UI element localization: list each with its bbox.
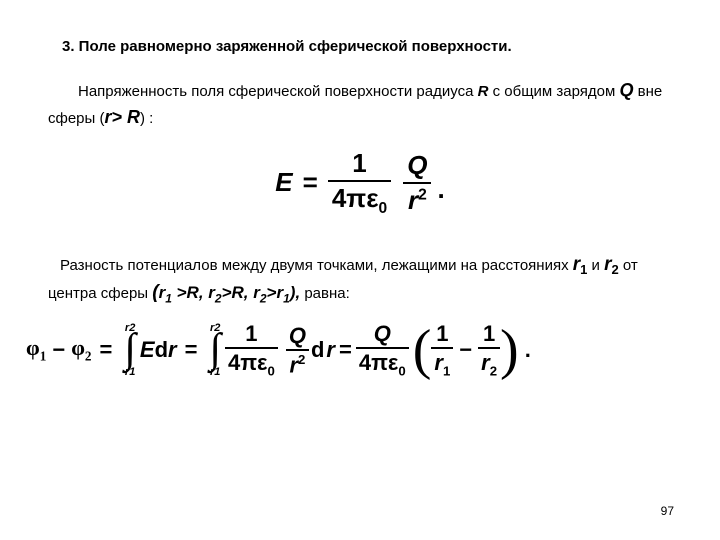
subscript: 0 xyxy=(398,363,405,378)
den: 4πε0 xyxy=(225,351,278,378)
text: r xyxy=(289,352,298,377)
page-content: 3. Поле равномерно заряженной сферическо… xyxy=(0,0,720,378)
equation-potential-diff: φ1 − φ2 = r2 ∫ r1 Edr = r2 ∫ r1 1 4πε0 xyxy=(26,322,672,378)
subscript: 1 xyxy=(443,363,450,378)
var-R: R xyxy=(478,83,489,100)
fraction-bar xyxy=(356,347,409,349)
text: с общим зарядом xyxy=(488,83,619,100)
eq1-equals: = xyxy=(303,167,318,198)
text: и xyxy=(587,257,604,274)
eq2-body: φ1 − φ2 = r2 ∫ r1 Edr = r2 ∫ r1 1 4πε0 xyxy=(26,322,672,378)
text: r xyxy=(434,350,443,375)
fraction-bar xyxy=(286,349,309,351)
text: 4πε xyxy=(359,350,399,375)
minus: − xyxy=(52,337,65,363)
text: равна: xyxy=(300,285,350,302)
eq2-frac1: 1 4πε0 xyxy=(225,322,278,378)
eq1-frac2-num: Q xyxy=(403,151,431,180)
pfrac1: 1 r1 xyxy=(431,322,453,378)
superscript: 2 xyxy=(418,186,427,203)
integral-symbol: ∫ xyxy=(124,334,136,366)
text: φ xyxy=(26,335,40,360)
d: d xyxy=(155,337,168,363)
fraction-bar xyxy=(328,180,391,182)
subscript: 0 xyxy=(268,363,275,378)
eq2-frac3: Q 4πε0 xyxy=(356,322,409,378)
minus: − xyxy=(459,337,472,363)
text: Напряженность поля сферической поверхнос… xyxy=(78,83,478,100)
eq1-dot: . xyxy=(437,174,444,205)
equals: = xyxy=(185,337,198,363)
equals: = xyxy=(100,337,113,363)
num: 1 xyxy=(480,322,498,345)
pfrac2: 1 r2 xyxy=(478,322,500,378)
phi1: φ1 xyxy=(26,335,46,364)
fraction-bar xyxy=(478,347,500,349)
integral-1: r2 ∫ r1 xyxy=(124,322,136,378)
fraction-bar xyxy=(431,347,453,349)
subscript: 1 xyxy=(40,349,47,364)
fraction-bar xyxy=(403,182,431,184)
subscript: 0 xyxy=(379,200,388,217)
var-Q: Q xyxy=(619,80,633,100)
superscript: 2 xyxy=(298,352,305,367)
num: Q xyxy=(371,322,394,345)
paragraph-1: Напряженность поля сферической поверхнос… xyxy=(48,77,672,131)
den: r1 xyxy=(431,351,453,378)
sub-2: 2 xyxy=(612,262,619,277)
eq1-frac2: Q r2 xyxy=(403,151,431,214)
den: r2 xyxy=(286,353,308,376)
num: 1 xyxy=(242,322,260,345)
fraction-bar xyxy=(225,347,278,349)
equals: = xyxy=(339,337,352,363)
num: Q xyxy=(286,324,309,347)
subscript: 2 xyxy=(85,349,92,364)
paren-right: ) xyxy=(500,328,519,373)
int-lower: r1 xyxy=(125,366,135,378)
var-r2: r xyxy=(604,254,611,275)
int-lower: r1 xyxy=(210,366,220,378)
num: 1 xyxy=(433,322,451,345)
E: E xyxy=(140,337,155,363)
paren-left: ( xyxy=(413,328,432,373)
eq1-E: E xyxy=(275,167,292,198)
eq1-frac2-den: r2 xyxy=(404,186,431,215)
equation-field-strength: E = 1 4πε0 Q r2 . xyxy=(48,149,672,217)
cond-rR: r> R xyxy=(104,107,140,127)
integral-2: r2 ∫ r1 xyxy=(209,322,221,378)
text: 4πε xyxy=(332,183,379,213)
page-number: 97 xyxy=(661,504,674,518)
text: Разность потенциалов между двумя точками… xyxy=(60,257,573,274)
eq1-body: E = 1 4πε0 Q r2 . xyxy=(275,149,444,217)
paren-group: ( 1 r1 − 1 r2 ) xyxy=(413,322,519,378)
paragraph-2: Разность потенциалов между двумя точками… xyxy=(48,251,672,308)
r: r xyxy=(168,337,177,363)
condition: r1 >R, r2>R, r2>r1), xyxy=(159,283,301,302)
d: d xyxy=(311,337,324,363)
integral-symbol: ∫ xyxy=(209,334,221,366)
eq1-frac1-den: 4πε0 xyxy=(328,184,391,217)
r: r xyxy=(326,337,335,363)
eq2-frac2: Q r2 xyxy=(286,324,309,377)
text: φ xyxy=(71,335,85,360)
den: 4πε0 xyxy=(356,351,409,378)
subscript: 2 xyxy=(490,363,497,378)
phi2: φ2 xyxy=(71,335,91,364)
eq1-frac1: 1 4πε0 xyxy=(328,149,391,217)
text: ) : xyxy=(140,110,153,127)
paren-open: ( xyxy=(152,282,158,303)
eq2-dot: . xyxy=(525,337,531,363)
text: r xyxy=(408,185,418,215)
den: r2 xyxy=(478,351,500,378)
section-title: 3. Поле равномерно заряженной сферическо… xyxy=(62,38,672,55)
eq1-frac1-num: 1 xyxy=(348,149,370,178)
text: r xyxy=(481,350,490,375)
text: 4πε xyxy=(228,350,268,375)
